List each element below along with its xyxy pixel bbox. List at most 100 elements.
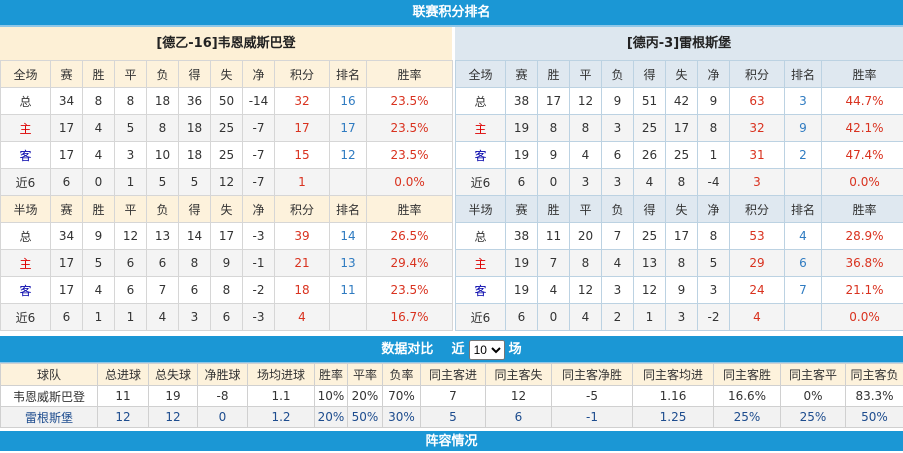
cell: 30%	[383, 407, 421, 428]
cell: 17	[211, 223, 243, 250]
cell: 34	[51, 223, 83, 250]
cell: -1	[243, 250, 275, 277]
team-link[interactable]: 雷根斯堡	[1, 407, 98, 428]
cell: 42	[666, 88, 698, 115]
cell: 17	[666, 115, 698, 142]
column-header: 总失球	[149, 364, 198, 386]
cell: -7	[243, 169, 275, 196]
column-header: 净胜球	[198, 364, 248, 386]
cell: 6	[147, 250, 179, 277]
cell: 47.4%	[822, 142, 903, 169]
cell: 17	[275, 115, 330, 142]
cell: 8	[147, 115, 179, 142]
cell: 8	[211, 277, 243, 304]
cell: 7	[538, 250, 570, 277]
cell: 39	[275, 223, 330, 250]
cell: 20	[570, 223, 602, 250]
column-header: 胜率	[367, 61, 453, 88]
cell: 0	[198, 407, 248, 428]
cell: 1	[698, 142, 730, 169]
cell: 4	[147, 304, 179, 331]
cell: 4	[730, 304, 785, 331]
header-row: 半场赛胜平负得失净积分排名胜率	[456, 196, 903, 223]
column-header: 失	[211, 196, 243, 223]
header-row: 球队总进球总失球净胜球场均进球胜率平率负率同主客进同主客失同主客净胜同主客均进同…	[1, 364, 903, 386]
cell: 10	[147, 142, 179, 169]
cell: 8	[179, 250, 211, 277]
compare-table: 球队总进球总失球净胜球场均进球胜率平率负率同主客进同主客失同主客净胜同主客均进同…	[0, 363, 903, 428]
column-header: 胜	[538, 61, 570, 88]
column-header: 胜	[538, 196, 570, 223]
cell: 4	[83, 115, 115, 142]
cell: 12	[570, 277, 602, 304]
column-header: 负率	[383, 364, 421, 386]
cell: 1	[634, 304, 666, 331]
column-header: 平	[570, 196, 602, 223]
cell: 3	[179, 304, 211, 331]
cell: 7	[785, 277, 822, 304]
cell: 18	[147, 88, 179, 115]
cell: 14	[179, 223, 211, 250]
cell: 9	[666, 277, 698, 304]
column-header: 全场	[456, 61, 506, 88]
compare-title: 数据对比	[381, 342, 433, 357]
cell: 8	[570, 115, 602, 142]
cell: 5	[421, 407, 486, 428]
cell: 4	[83, 277, 115, 304]
column-header: 同主客均进	[633, 364, 714, 386]
cell: 3	[666, 304, 698, 331]
cell: -3	[243, 304, 275, 331]
column-header: 胜率	[822, 196, 903, 223]
cell: 6	[51, 304, 83, 331]
cell: 9	[83, 223, 115, 250]
cell: 25%	[781, 407, 846, 428]
column-header: 得	[179, 196, 211, 223]
cell: 7	[602, 223, 634, 250]
cell: 5	[115, 115, 147, 142]
match-count-select[interactable]: 10	[469, 340, 505, 360]
cell: 29.4%	[367, 250, 453, 277]
cell: 3	[730, 169, 785, 196]
cell: -5	[552, 386, 633, 407]
cell: 6	[179, 277, 211, 304]
column-header: 同主客胜	[714, 364, 781, 386]
column-header: 失	[666, 196, 698, 223]
column-header: 负	[147, 61, 179, 88]
column-header: 平率	[348, 364, 383, 386]
column-header: 排名	[330, 196, 367, 223]
column-header: 同主客平	[781, 364, 846, 386]
cell: 0%	[781, 386, 846, 407]
cell: 客	[456, 277, 506, 304]
column-header: 同主客负	[846, 364, 903, 386]
cell: 4	[538, 277, 570, 304]
cell: -14	[243, 88, 275, 115]
cell: 26	[634, 142, 666, 169]
cell: 4	[602, 250, 634, 277]
cell: 8	[570, 250, 602, 277]
cell: 客	[1, 277, 51, 304]
column-header: 同主客进	[421, 364, 486, 386]
cell: 11	[330, 277, 367, 304]
column-header: 平	[115, 61, 147, 88]
cell: 23.5%	[367, 142, 453, 169]
cell: 总	[1, 223, 51, 250]
column-header: 胜	[83, 196, 115, 223]
standings-title-bar: 联赛积分排名	[0, 0, 903, 27]
cell: 0	[538, 169, 570, 196]
cell: 4	[785, 223, 822, 250]
column-header: 赛	[51, 61, 83, 88]
cell: 4	[634, 169, 666, 196]
cell	[785, 304, 822, 331]
cell: 2	[785, 142, 822, 169]
team-link[interactable]: 韦恩威斯巴登	[1, 386, 98, 407]
compare-prefix: 近	[452, 342, 465, 357]
cell: 14	[330, 223, 367, 250]
cell: 16	[330, 88, 367, 115]
cell: 17	[51, 277, 83, 304]
cell: 3	[115, 142, 147, 169]
cell: 1.1	[248, 386, 315, 407]
